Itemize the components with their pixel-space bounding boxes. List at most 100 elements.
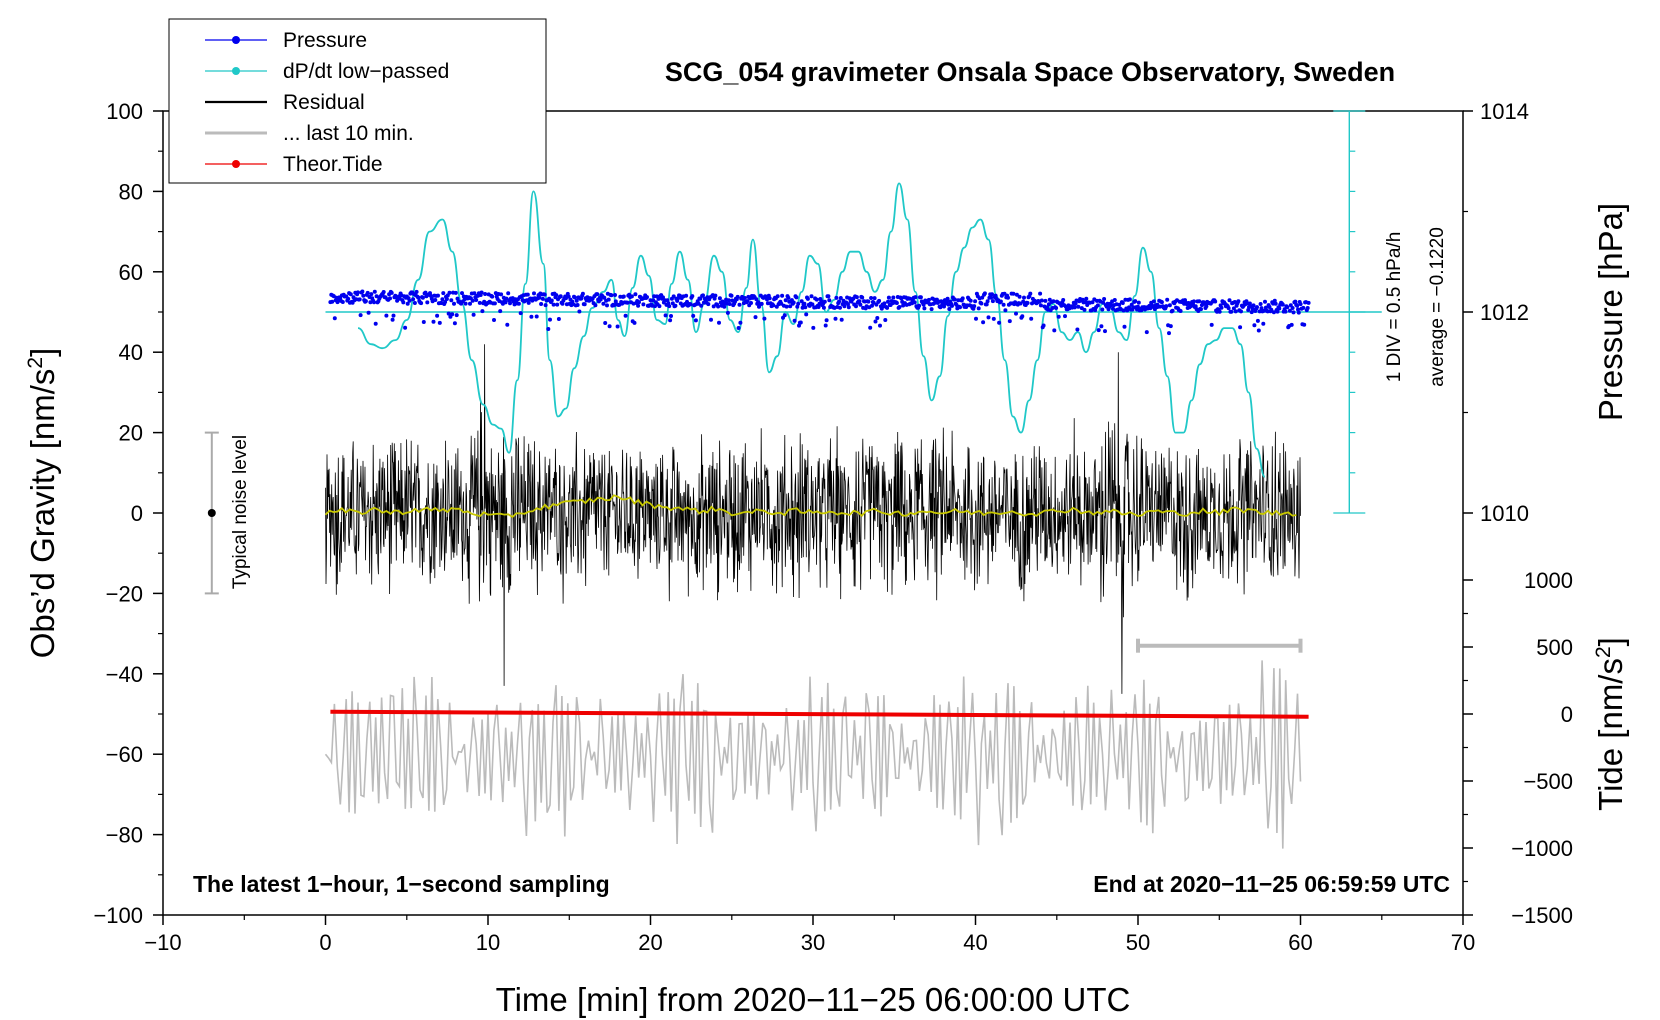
pressure-point [974, 316, 978, 321]
pressure-point [877, 298, 882, 303]
pressure-point [1285, 305, 1290, 310]
last-10-min-line [324, 660, 1302, 849]
pressure-point [629, 294, 634, 299]
pressure-point [1233, 309, 1238, 314]
pressure-point [1038, 303, 1043, 308]
legend-swatch-marker [232, 36, 240, 44]
pressure-point [477, 300, 482, 305]
pressure-point [736, 326, 741, 330]
pressure-point [1259, 306, 1264, 311]
pressure-point [609, 293, 614, 298]
pressure-point [837, 299, 842, 304]
pressure-point [993, 293, 998, 298]
pressure-point [423, 290, 428, 295]
pressure-point [998, 299, 1003, 304]
pressure-point [671, 294, 676, 299]
pressure-point [838, 305, 842, 310]
pressure-point [1263, 305, 1268, 310]
pressure-point [960, 296, 965, 301]
pressure-point [1061, 298, 1066, 302]
pressure-point [814, 297, 819, 302]
pressure-point [872, 296, 877, 301]
pressure-point [446, 311, 451, 316]
pressure-point [332, 316, 337, 321]
pressure-point [684, 293, 689, 298]
pressure-point [885, 305, 890, 310]
pressure-point [558, 294, 563, 299]
pressure-point [401, 300, 406, 305]
pressure-point [878, 323, 882, 328]
pressure-point [447, 290, 452, 295]
pressure-point [443, 300, 448, 304]
pressure-point [1001, 302, 1006, 307]
pressure-point [805, 296, 810, 301]
pressure-point [990, 299, 995, 304]
pressure-point [796, 301, 801, 306]
pressure-point [433, 298, 438, 302]
pressure-point [803, 305, 808, 310]
pressure-point [668, 318, 673, 323]
y-axis-title: Obs’d Gravity [nm/s2] [24, 348, 61, 659]
pressure-point [411, 297, 416, 302]
pressure-point [603, 321, 608, 325]
y-tick-label: 20 [119, 421, 143, 446]
pressure-point [656, 296, 661, 301]
pressure-point [449, 298, 454, 303]
y-tick-label: 100 [106, 99, 143, 124]
pressure-point [929, 307, 934, 312]
pressure-point [1046, 302, 1051, 307]
pressure-point [1112, 298, 1117, 302]
pressure-point [534, 314, 539, 319]
pressure-point [452, 301, 456, 306]
y-axis-title-sup: 2 [24, 357, 47, 369]
pressure-point [1296, 310, 1301, 315]
pressure-point [1022, 295, 1026, 300]
pressure-point [613, 293, 617, 297]
pressure-point [722, 304, 727, 309]
x-tick-label: 70 [1451, 930, 1475, 955]
pressure-point [727, 302, 732, 306]
pressure-point [633, 292, 638, 297]
pressure-point [826, 294, 831, 299]
pressure-point [490, 294, 495, 299]
pressure-point [1052, 328, 1057, 333]
pressure-point [985, 299, 990, 304]
pressure-tick-label: 1012 [1480, 300, 1529, 325]
pressure-point [580, 291, 585, 296]
y-tick-label: 0 [131, 501, 143, 526]
pressure-point [435, 313, 440, 318]
tide-axis-title-main: Tide [nm/s [1592, 658, 1629, 811]
pressure-point [1006, 295, 1010, 300]
pressure-point [546, 327, 551, 331]
pressure-point [991, 316, 996, 321]
pressure-point [673, 303, 678, 308]
pressure-point [1011, 291, 1016, 296]
axes-layer: −10 0 10 20 30 40 50 60 70−100−80−60−40−20020406… [93, 99, 1573, 955]
pressure-point [1101, 300, 1106, 305]
pressure-point [389, 290, 394, 295]
pressure-point [1219, 305, 1224, 310]
pressure-point [794, 295, 799, 300]
pressure-point [444, 297, 449, 301]
dpdt-line [357, 182, 1266, 478]
pressure-point [540, 296, 545, 301]
pressure-point [365, 290, 370, 295]
pressure-point [1271, 310, 1276, 315]
tide-tick-label: −500 [1523, 769, 1573, 794]
pressure-point [1041, 323, 1046, 328]
pressure-point [1096, 328, 1101, 333]
pressure-point [1269, 307, 1274, 312]
pressure-point [463, 301, 468, 306]
pressure-point [526, 300, 531, 305]
pressure-point [1287, 308, 1292, 313]
pressure-point [1043, 298, 1048, 303]
pressure-point [1295, 303, 1300, 308]
pressure-point [566, 294, 571, 299]
y-tick-label: 80 [119, 179, 143, 204]
pressure-point [986, 315, 991, 320]
pressure-point [972, 304, 977, 309]
pressure-point [854, 304, 858, 309]
pressure-point [824, 318, 829, 323]
pressure-point [669, 314, 673, 318]
x-tick-label: 40 [963, 930, 987, 955]
